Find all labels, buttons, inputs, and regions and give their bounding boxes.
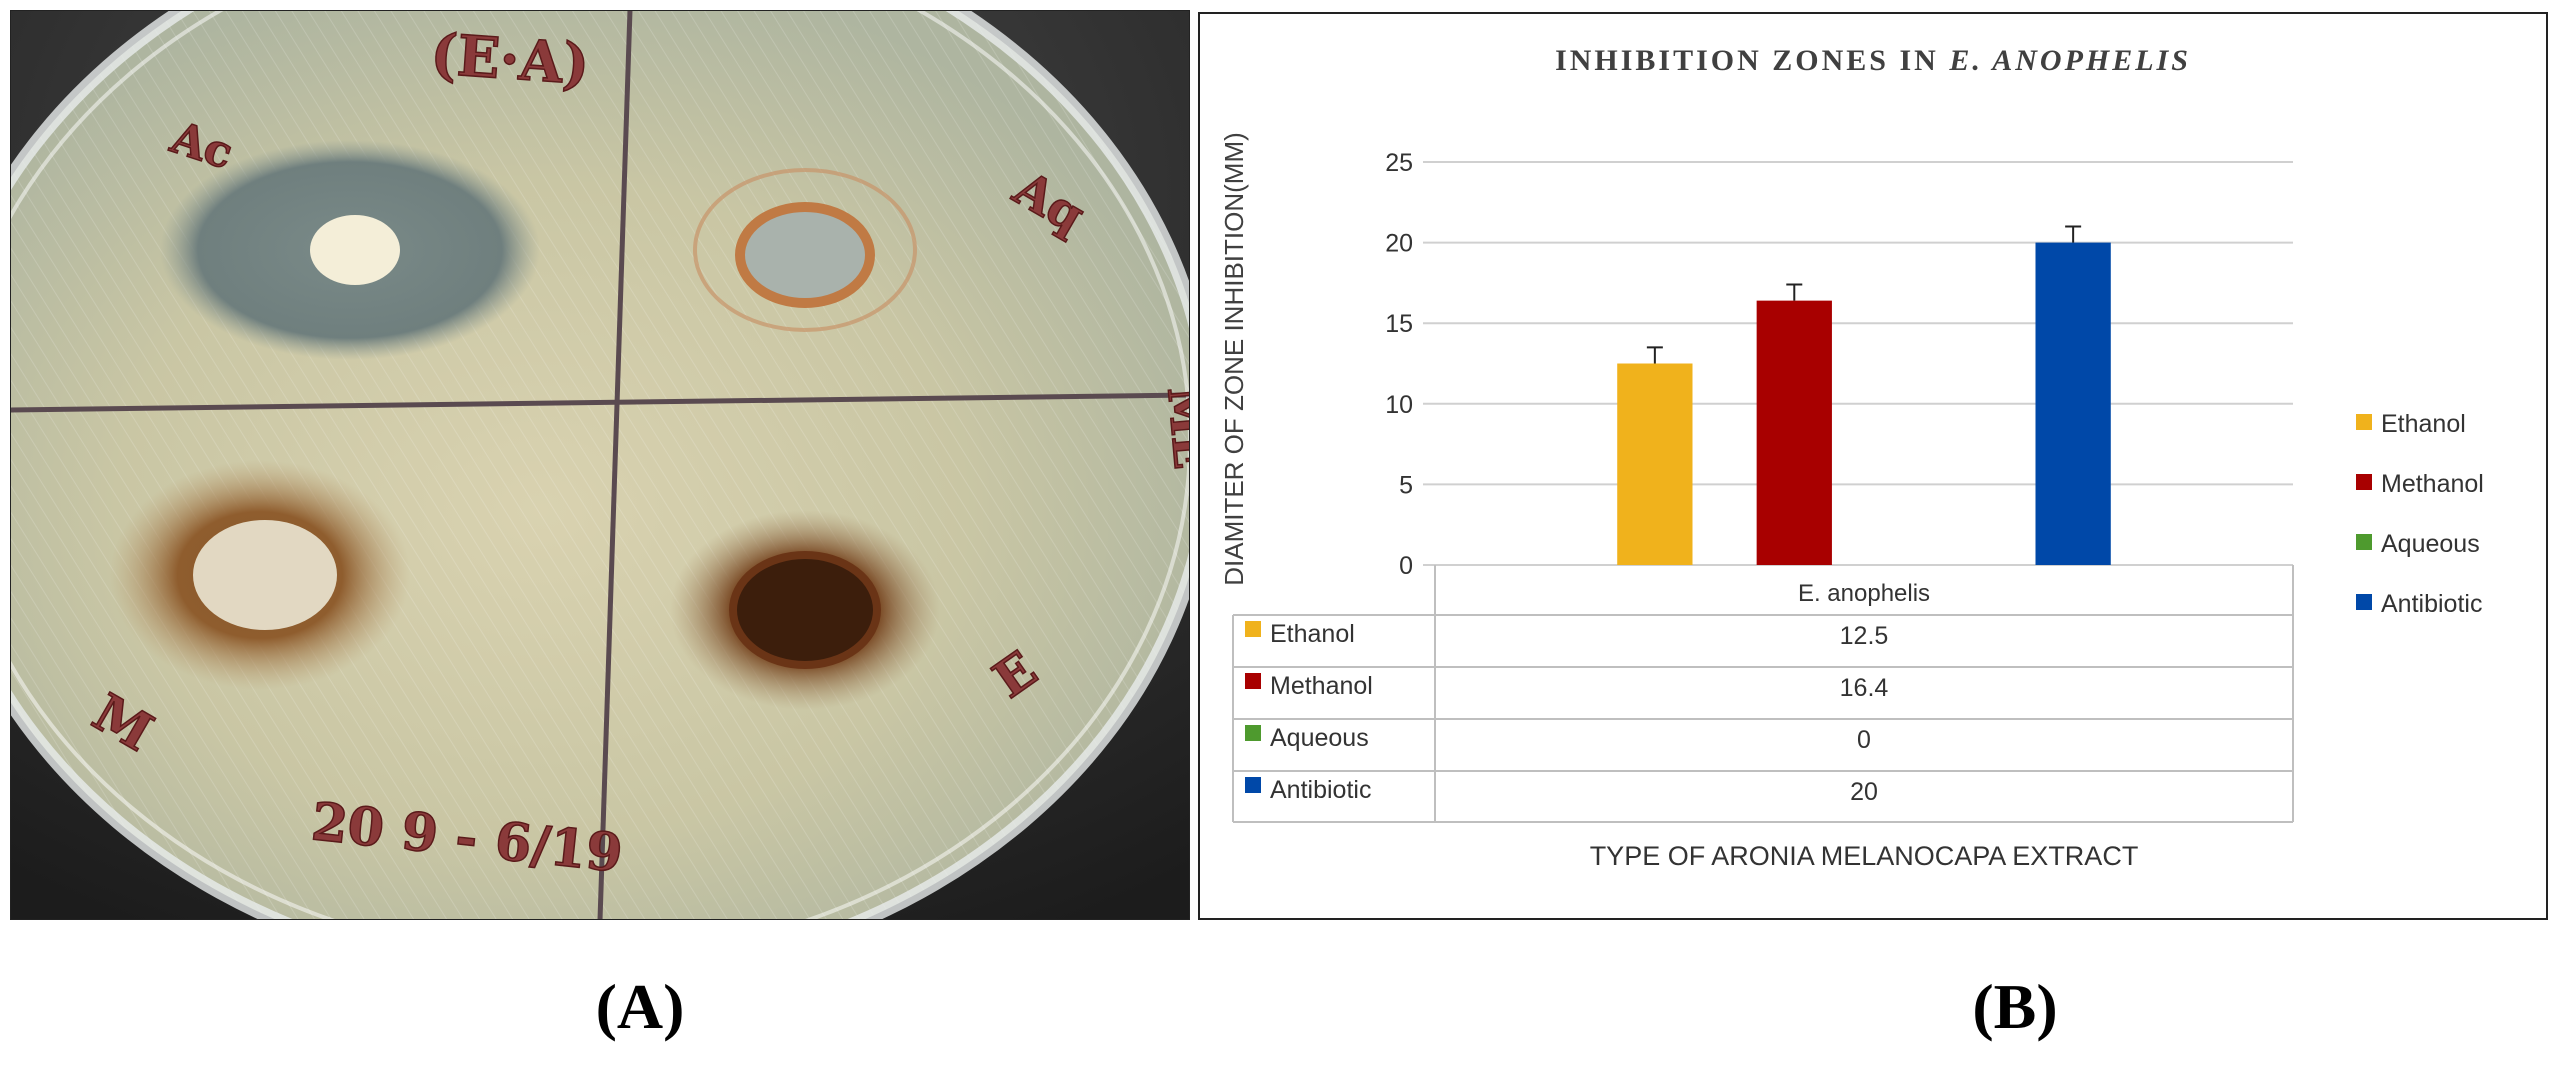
quadrant-line-vertical [597, 10, 633, 920]
disc-e [729, 551, 881, 669]
y-axis-label: DIAMITER OF ZONE INHIBITION(MM) [1219, 132, 1249, 586]
table-series-name: Ethanol [1270, 620, 1355, 648]
table-series-name: Antibiotic [1270, 776, 1371, 804]
panel-label-a: (A) [595, 971, 685, 1042]
bars [1617, 242, 2111, 565]
table-value-methanol: 16.4 [1840, 674, 1889, 702]
legend-label-antibiotic: Antibiotic [2381, 590, 2482, 618]
table-swatch-methanol [1245, 673, 1261, 689]
disc-m [193, 520, 337, 630]
error-bars [1646, 225, 2082, 364]
table-rows: Ethanol 12.5 Methanol 16.4 Aqueous 0 Antibioti… [1245, 620, 1888, 806]
x-axis-label: TYPE OF ARONIA MELANOCAPA EXTRACT [1590, 841, 2139, 871]
bar-ethanol [1617, 363, 1693, 565]
y-tick-label: 25 [1385, 149, 1413, 177]
y-tick-label: 20 [1385, 230, 1413, 258]
chart-panel: INHIBITION ZONES IN E. ANOPHELIS DIAMITE… [1198, 12, 2548, 920]
y-tick-label: 10 [1385, 391, 1413, 419]
chart-frame [1198, 12, 2548, 920]
bar-antibiotic [2035, 242, 2111, 565]
y-tick-label: 0 [1399, 552, 1413, 580]
table-value-aqueous: 0 [1857, 726, 1871, 754]
table-series-name: Aqueous [1270, 724, 1369, 752]
legend-label-ethanol: Ethanol [2381, 410, 2466, 438]
y-axis-ticks: 0 5 10 15 20 25 [1385, 149, 1413, 580]
data-table [1232, 565, 2294, 823]
table-value-ethanol: 12.5 [1840, 622, 1889, 650]
y-tick-label: 5 [1399, 471, 1413, 499]
legend-label-aqueous: Aqueous [2381, 530, 2480, 558]
legend-swatch-aqueous [2356, 534, 2372, 550]
chart-title: INHIBITION ZONES IN E. ANOPHELIS [1555, 44, 2191, 77]
panel-label-b: (B) [1972, 971, 2058, 1042]
table-category-header: E. anophelis [1798, 580, 1930, 607]
quadrant-line-horizontal [10, 392, 1190, 413]
table-swatch-ethanol [1245, 621, 1261, 637]
legend-swatch-antibiotic [2356, 594, 2372, 610]
handwriting-plate-id: (E·A) [429, 21, 592, 98]
y-tick-label: 15 [1385, 310, 1413, 338]
legend-swatch-ethanol [2356, 414, 2372, 430]
disc-ac [310, 215, 400, 285]
legend: Ethanol Methanol Aqueous Antibiotic [2356, 410, 2484, 618]
legend-swatch-methanol [2356, 474, 2372, 490]
bar-methanol [1756, 300, 1832, 565]
inhibition-zone-aq [693, 168, 917, 332]
legend-label-methanol: Methanol [2381, 470, 2484, 498]
disc-aq [735, 202, 875, 308]
table-swatch-antibiotic [1245, 777, 1261, 793]
table-series-name: Methanol [1270, 672, 1373, 700]
table-value-antibiotic: 20 [1850, 778, 1878, 806]
petri-dish-photo: (E·A) Ac Aq ME M E 20 9 - 6/19 [10, 10, 1190, 920]
table-swatch-aqueous [1245, 725, 1261, 741]
gridlines [1423, 161, 2293, 566]
